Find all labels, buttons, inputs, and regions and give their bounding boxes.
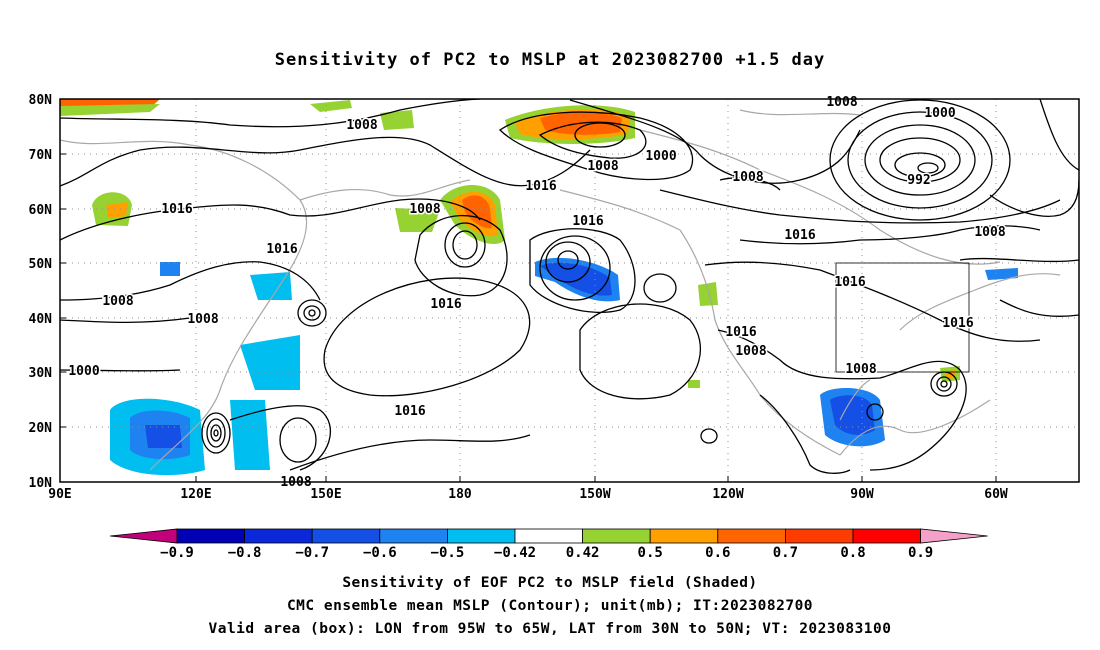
colorbar-tick-label: 0.5 xyxy=(638,545,663,561)
contour-label: 1016 xyxy=(525,179,556,194)
colorbar xyxy=(109,528,988,544)
colorbar-swatch xyxy=(582,528,651,544)
contour-label: 1008 xyxy=(732,170,763,185)
contour-label: 1008 xyxy=(587,159,618,174)
contour-label: 1008 xyxy=(735,344,766,359)
colorbar-tick-label: 0.6 xyxy=(705,545,730,561)
colorbar-high-triangle xyxy=(920,528,988,544)
contour-label: 1016 xyxy=(161,202,192,217)
colorbar-tick-label: 0.8 xyxy=(840,545,865,561)
colorbar-tick-label: −0.6 xyxy=(363,545,397,561)
caption-shading: Sensitivity of EOF PC2 to MSLP field (Sh… xyxy=(342,575,758,591)
colorbar-swatch xyxy=(852,528,921,544)
contour-label: 1016 xyxy=(430,297,461,312)
lon-label: 150W xyxy=(579,487,610,502)
lat-label: 30N xyxy=(29,366,53,381)
contour-label: 1016 xyxy=(834,275,865,290)
colorbar-low-triangle xyxy=(109,528,178,544)
colorbar-labels: −0.9 −0.8 −0.7 −0.6 −0.5 −0.42 0.42 0.5 0.6 0.7 0.… xyxy=(160,545,933,561)
colorbar-swatch xyxy=(311,528,381,544)
lon-label: 180 xyxy=(448,487,472,502)
contour-label: 1008 xyxy=(845,362,876,377)
contour-label: 1000 xyxy=(924,106,955,121)
colorbar-swatch xyxy=(649,528,719,544)
lon-label: 60W xyxy=(984,487,1008,502)
lat-labels: 80N 70N 60N 50N 40N 30N 20N 10N xyxy=(29,93,53,491)
colorbar-tick-label: 0.7 xyxy=(773,545,798,561)
map-title: Sensitivity of PC2 to MSLP at 2023082700… xyxy=(274,50,826,70)
colorbar-swatch xyxy=(176,528,245,544)
colorbar-swatch xyxy=(717,528,786,544)
lon-label: 120E xyxy=(180,487,211,502)
axis-ticks xyxy=(60,153,997,482)
colorbar-swatch xyxy=(244,528,313,544)
contour-label: 1016 xyxy=(784,228,815,243)
map-frame xyxy=(59,98,1080,483)
valid-area-box xyxy=(835,262,970,373)
colorbar-tick-label: −0.9 xyxy=(160,545,194,561)
caption-valid-area: Valid area (box): LON from 95W to 65W, L… xyxy=(208,621,892,637)
colorbar-tick-label: −0.8 xyxy=(228,545,262,561)
contour-label: 1016 xyxy=(942,316,973,331)
contour-label: 992 xyxy=(907,173,930,188)
contour-label: 1000 xyxy=(645,149,676,164)
contour-label: 1008 xyxy=(826,95,857,110)
coastlines xyxy=(60,109,1061,471)
lat-label: 80N xyxy=(29,93,53,108)
colorbar-tick-label: 0.9 xyxy=(908,545,933,561)
lon-label: 90W xyxy=(850,487,874,502)
lat-label: 70N xyxy=(29,148,53,163)
contour-label: 1008 xyxy=(187,312,218,327)
contour-label: 1008 xyxy=(409,202,440,217)
contour-label: 1016 xyxy=(266,242,297,257)
caption-contour: CMC ensemble mean MSLP (Contour); unit(m… xyxy=(286,598,814,614)
lat-label: 40N xyxy=(29,312,53,327)
colorbar-swatch xyxy=(379,528,448,544)
lat-label: 50N xyxy=(29,257,53,272)
contour-labels: 1008 1008 1000 992 1016 1016 1016 1008 1… xyxy=(67,94,1007,492)
contour-label: 1000 xyxy=(68,364,99,379)
lat-label: 10N xyxy=(29,476,53,491)
colorbar-swatch xyxy=(785,528,854,544)
lon-label: 150E xyxy=(310,487,341,502)
lat-label: 20N xyxy=(29,421,53,436)
lon-label: 90E xyxy=(48,487,71,502)
colorbar-tick-label: −0.7 xyxy=(295,545,329,561)
contour-label: 1008 xyxy=(974,225,1005,240)
contour-label: 1016 xyxy=(725,325,756,340)
contour-label: 1008 xyxy=(346,118,377,133)
lon-labels: 90E 120E 150E 180 150W 120W 90W 60W xyxy=(48,487,1008,502)
colorbar-tick-label: −0.5 xyxy=(431,545,465,561)
colorbar-tick-label: −0.42 xyxy=(494,545,536,561)
colorbar-swatch xyxy=(514,528,583,544)
contour-label: 1016 xyxy=(572,214,603,229)
mslp-contours xyxy=(60,99,1079,474)
colorbar-tick-label: 0.42 xyxy=(566,545,600,561)
lat-label: 60N xyxy=(29,203,53,218)
contour-label: 1016 xyxy=(394,404,425,419)
contour-label: 1008 xyxy=(102,294,133,309)
colorbar-swatch xyxy=(446,528,516,544)
lon-label: 120W xyxy=(712,487,743,502)
